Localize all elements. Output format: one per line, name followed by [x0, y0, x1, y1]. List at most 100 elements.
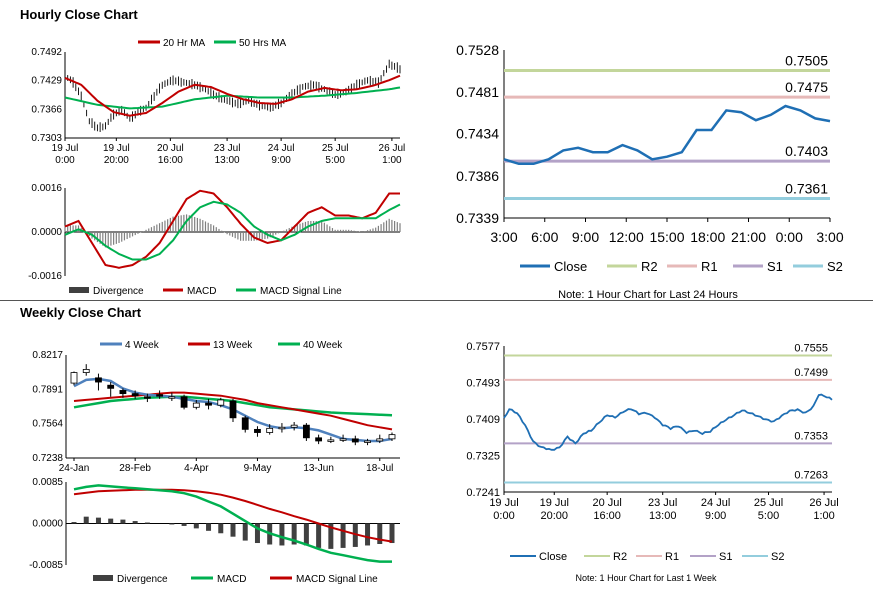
hourly24-legend-3: S1 [767, 259, 783, 274]
section-divider [0, 300, 873, 301]
hourly-price-x-tick-4: 24 Jul [268, 143, 295, 154]
weekly-candle-body [156, 394, 164, 397]
weekly-macd-signal-line [73, 488, 393, 543]
weekly-candle-body [70, 372, 78, 384]
hourly24-note: Note: 1 Hour Chart for Last 24 Hours [558, 289, 738, 301]
weekly-candle-body [229, 400, 237, 419]
hourly24-legend-1: R2 [641, 259, 658, 274]
weekly1w-s2-label: 0.7263 [794, 469, 828, 481]
weekly-candle-body [205, 402, 212, 406]
hourly-price-x-tick2-4: 9:00 [271, 155, 291, 166]
weekly-price-x-tick-1: 28-Feb [119, 463, 151, 474]
hourly-macd-signal-line [64, 200, 401, 261]
weekly-price-legend-0: 4 Week [125, 340, 160, 351]
weekly-macd-divergence-bar [254, 523, 260, 544]
hourly24-legend-4: S2 [827, 259, 843, 274]
weekly1w-legend-2: R1 [665, 551, 679, 563]
weekly-price-y-tick-1: 0.7891 [32, 384, 63, 395]
weekly1w-y-tick-2: 0.7409 [466, 414, 500, 426]
weekly-candle-body [327, 439, 335, 442]
weekly-macd-legend-0: Divergence [117, 574, 168, 585]
hourly24-x-tick-3: 12:00 [609, 229, 644, 245]
weekly1w-x-tick2-1: 20:00 [540, 510, 568, 522]
weekly-candle-body [180, 396, 188, 408]
weekly-candle-body [290, 424, 298, 428]
weekly1w-y-tick-1: 0.7493 [466, 378, 500, 390]
weekly-candle-body [143, 396, 151, 399]
weekly-macd-divergence-bar [242, 523, 248, 541]
hourly-price-x-tick-2: 20 Jul [157, 143, 184, 154]
weekly-macd-divergence-bar [291, 523, 297, 545]
hourly24-y-tick-0: 0.7528 [456, 42, 499, 58]
hourly-macd-legend-swatch-0 [69, 287, 89, 293]
weekly1w-legend-1: R2 [613, 551, 627, 563]
weekly-macd-divergence-bar [181, 523, 187, 526]
weekly1w-s1-label: 0.7353 [794, 430, 828, 442]
weekly1w-note: Note: 1 Hour Chart for Last 1 Week [576, 573, 717, 583]
weekly-macd-legend-2: MACD Signal Line [296, 574, 378, 585]
weekly-candle-body [82, 369, 90, 373]
weekly-candle-body [278, 426, 286, 430]
weekly-price-y-tick-2: 0.7564 [32, 419, 63, 430]
hourly-macd-y-tick-2: -0.0016 [28, 271, 62, 282]
weekly-candle-body [168, 396, 176, 399]
hourly24-x-tick-5: 18:00 [690, 229, 725, 245]
hourly24-r2-label: 0.7505 [785, 52, 828, 68]
hourly-section-title: Hourly Close Chart [20, 7, 138, 22]
hourly-price-x-tick2-2: 16:00 [158, 155, 183, 166]
weekly-price-x-tick-4: 13-Jun [303, 463, 334, 474]
weekly-candle-body [302, 424, 310, 439]
hourly24-y-tick-1: 0.7481 [456, 84, 499, 100]
weekly-macd-divergence-bar [218, 523, 224, 534]
hourly-macd-line [64, 189, 400, 269]
weekly-candle-body [131, 393, 139, 397]
hourly-price-legend-0: 20 Hr MA [163, 38, 206, 49]
weekly-macd-divergence-bar [95, 517, 101, 524]
weekly-macd-divergence-bar [193, 523, 199, 529]
weekly1w-r2-label: 0.7555 [794, 343, 828, 355]
hourly24-x-tick-1: 6:00 [531, 229, 558, 245]
weekly-price-legend-2: 40 Week [303, 340, 343, 351]
weekly1w-legend-0: Close [539, 551, 567, 563]
weekly1w-legend-3: S1 [719, 551, 732, 563]
hourly-price-y-tick-2: 0.7366 [31, 104, 62, 115]
hourly24-y-tick-3: 0.7386 [456, 168, 499, 184]
weekly-macd-line [73, 484, 392, 563]
weekly-price-x-tick-2: 4-Apr [184, 463, 209, 474]
weekly-candle-body [192, 402, 200, 408]
hourly-price-x-tick2-0: 0:00 [55, 155, 75, 166]
hourly-price-x-tick2-1: 20:00 [104, 155, 129, 166]
weekly-macd-divergence-bar [120, 519, 126, 524]
hourly24-x-tick-4: 15:00 [649, 229, 684, 245]
weekly-candle-body [388, 434, 396, 440]
weekly-macd-y-tick-2: -0.0085 [29, 560, 63, 571]
weekly-candle-body [351, 438, 359, 443]
weekly-macd-divergence-bar [206, 523, 212, 531]
hourly-macd-legend-0: Divergence [93, 286, 144, 297]
weekly1w-r1-label: 0.7499 [794, 367, 828, 379]
hourly-price-x-tick-0: 19 Jul [52, 143, 79, 154]
weekly1w-x-tick2-2: 16:00 [593, 510, 621, 522]
hourly-macd-y-tick-1: 0.0000 [31, 227, 62, 238]
weekly-macd-divergence-bar [340, 523, 346, 548]
hourly-ma20-line [64, 74, 401, 117]
hourly-price-x-tick-3: 23 Jul [214, 143, 241, 154]
hourly24-s2-label: 0.7361 [785, 180, 828, 196]
weekly-section-title: Weekly Close Chart [20, 305, 142, 320]
hourly-macd-legend-1: MACD [187, 286, 216, 297]
weekly-candle-body [315, 437, 323, 442]
weekly1w-x-tick-5: 25 Jul [754, 497, 783, 509]
weekly-candle-body [266, 427, 274, 433]
weekly1w-x-tick2-3: 13:00 [649, 510, 677, 522]
weekly-price-x-tick-3: 9-May [244, 463, 272, 474]
weekly-macd-legend-swatch-0 [93, 575, 113, 581]
hourly24-r1-label: 0.7475 [785, 79, 828, 95]
hourly-price-x-tick-1: 19 Jul [103, 143, 130, 154]
weekly-candle-body [339, 438, 347, 441]
hourly24-y-tick-2: 0.7434 [456, 126, 499, 142]
weekly1w-x-tick-3: 23 Jul [648, 497, 677, 509]
weekly-macd-divergence-bar [71, 522, 77, 524]
weekly1w-y-tick-4: 0.7241 [466, 487, 500, 499]
hourly-price-x-tick-6: 26 Jul [379, 143, 406, 154]
hourly24-x-tick-0: 3:00 [490, 229, 517, 245]
